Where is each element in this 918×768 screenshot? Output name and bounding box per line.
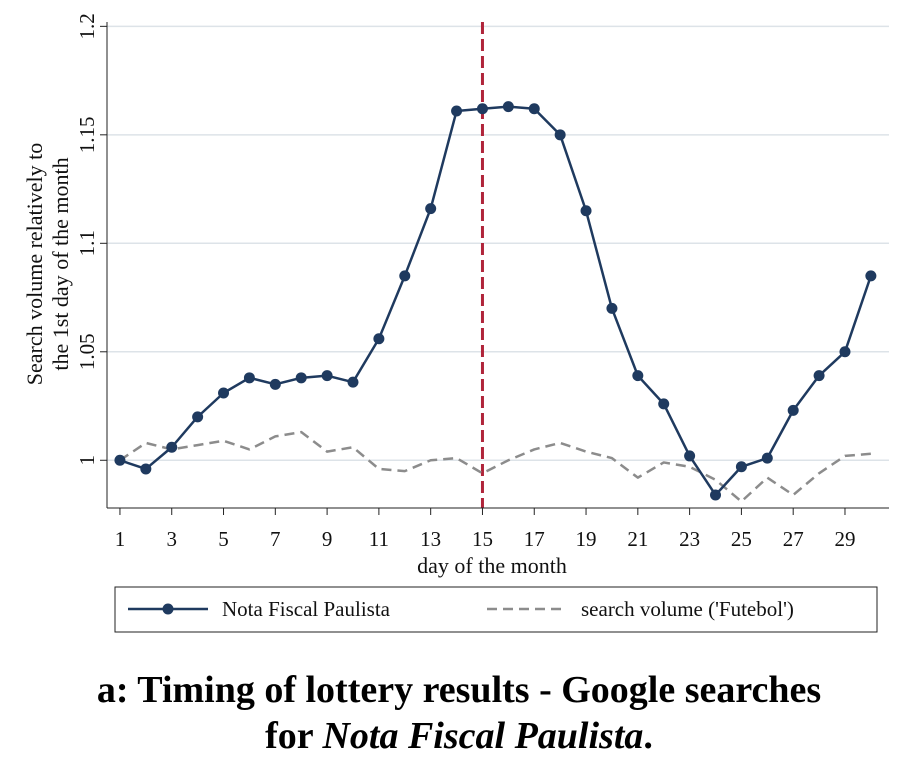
- series-0-point-30: [865, 270, 877, 282]
- series-0-point-25: [735, 461, 747, 473]
- series-0-point-2: [140, 463, 152, 475]
- figure-caption-line-2: for Nota Fiscal Paulista.: [0, 714, 918, 758]
- caption-suffix: .: [643, 715, 653, 757]
- x-tick-label-8: 17: [524, 527, 545, 551]
- series-0-point-1: [114, 454, 126, 466]
- series-0-point-16: [502, 101, 514, 113]
- series-0-point-18: [554, 129, 566, 141]
- series-0-point-22: [658, 398, 670, 410]
- series-0-point-19: [580, 205, 592, 217]
- x-tick-label-12: 25: [731, 527, 752, 551]
- x-tick-label-9: 19: [576, 527, 597, 551]
- x-tick-label-10: 21: [627, 527, 648, 551]
- legend-label-futebol: search volume ('Futebol'): [581, 597, 794, 621]
- axes: [106, 22, 889, 509]
- series-0-point-23: [684, 450, 696, 462]
- x-tick-label-6: 13: [420, 527, 441, 551]
- y-tick-label-3: 1.15: [75, 116, 99, 153]
- x-tick-label-4: 9: [322, 527, 333, 551]
- x-axis-title: day of the month: [417, 553, 567, 578]
- series-0-point-20: [606, 302, 618, 314]
- legend-marker-nota-fiscal: [162, 603, 174, 615]
- series-0-point-9: [321, 370, 333, 382]
- series-0-point-11: [373, 333, 385, 345]
- series-0-point-14: [451, 105, 463, 117]
- legend-label-nota-fiscal: Nota Fiscal Paulista: [222, 597, 391, 621]
- y-axis-title-line-1: Search volume relatively to: [22, 143, 47, 386]
- caption-italic: Nota Fiscal Paulista: [322, 715, 644, 757]
- y-ticks: 1 1.05 1.1 1.15 1.2: [75, 13, 107, 466]
- x-tick-label-11: 23: [679, 527, 700, 551]
- y-tick-label-4: 1.2: [75, 13, 99, 39]
- x-tick-label-14: 29: [834, 527, 855, 551]
- y-tick-label-0: 1: [75, 455, 99, 466]
- series-0-point-29: [839, 346, 851, 358]
- series-0-point-21: [632, 370, 644, 382]
- chart: 11.051.11.151.2 1 3 5 7 9 11 13 15 17 19 21 23 25 27 2…: [22, 13, 889, 633]
- series-line-1: [119, 430, 871, 503]
- series-0-point-6: [243, 372, 255, 384]
- series-0-point-28: [813, 370, 825, 382]
- series-0-point-15: [476, 103, 488, 115]
- x-tick-label-2: 5: [218, 527, 229, 551]
- series-0-point-17: [528, 103, 540, 115]
- caption-prefix: for: [265, 715, 323, 757]
- x-tick-label-13: 27: [783, 527, 804, 551]
- legend-box: [114, 586, 878, 633]
- legend: Nota Fiscal Paulista search volume ('Fut…: [114, 586, 878, 633]
- series-0-point-26: [761, 452, 773, 464]
- x-tick-label-1: 3: [166, 527, 177, 551]
- x-tick-label-0: 1: [115, 527, 126, 551]
- y-tick-label-2: 1.1: [75, 230, 99, 256]
- series-layer: [114, 101, 877, 503]
- series-0-point-24: [710, 489, 722, 501]
- series-0-point-8: [295, 372, 307, 384]
- figure-caption-line-1: a: Timing of lottery results - Google se…: [96, 669, 822, 711]
- x-tick-label-3: 7: [270, 527, 281, 551]
- series-0-point-4: [192, 411, 204, 423]
- series-line-0: [119, 105, 873, 497]
- x-tick-label-7: 15: [472, 527, 493, 551]
- series-0-point-7: [269, 378, 281, 390]
- series-0-point-13: [425, 203, 437, 215]
- series-0-point-27: [787, 404, 799, 416]
- series-0-point-3: [166, 441, 178, 453]
- series-0-point-10: [347, 376, 359, 388]
- series-0-point-12: [399, 270, 411, 282]
- x-tick-label-5: 11: [369, 527, 389, 551]
- y-tick-label-1: 1.05: [75, 333, 99, 370]
- series-0-point-5: [218, 387, 230, 399]
- x-ticks: 1 3 5 7 9 11 13 15 17 19 21 23 25 27 29: [115, 508, 855, 551]
- y-axis-title-line-2: the 1st day of the month: [48, 157, 73, 370]
